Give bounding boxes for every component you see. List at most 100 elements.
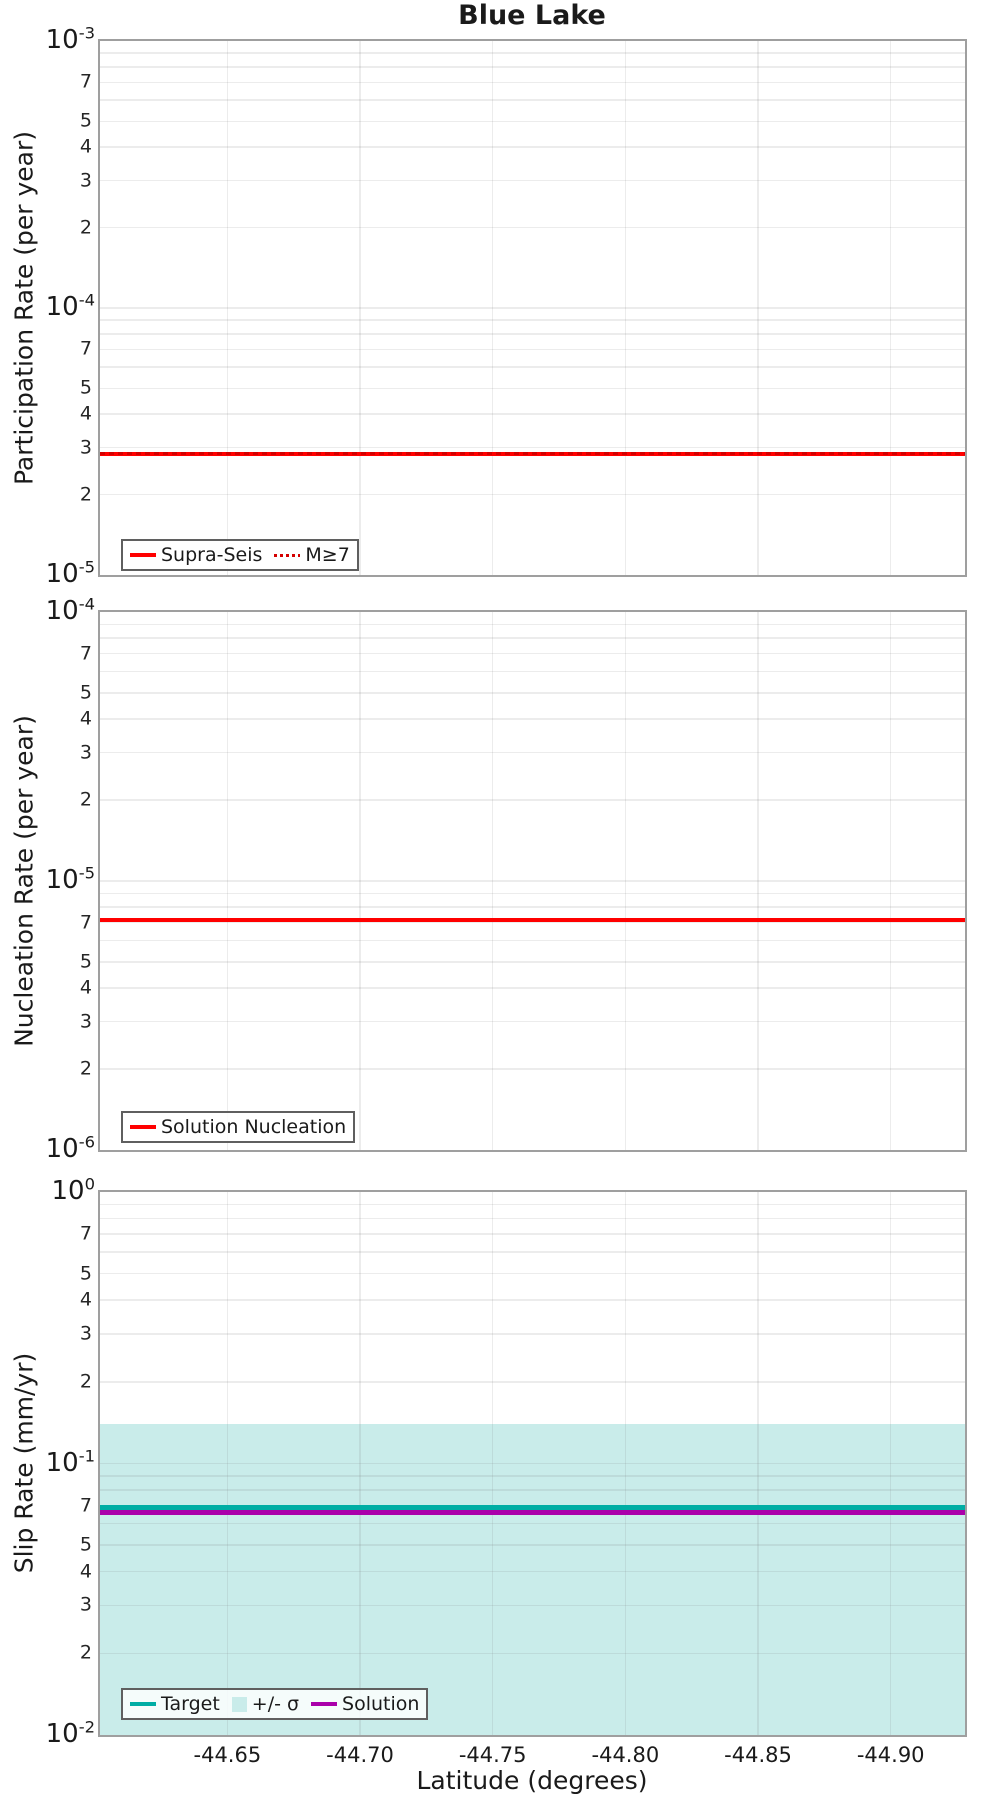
- nucleation-plot: [98, 610, 967, 1152]
- gridline: [100, 921, 965, 924]
- y-tick-label-major: 10-4: [45, 290, 95, 322]
- gridline: [100, 718, 965, 720]
- gridline: [624, 41, 627, 575]
- y-tick-label-minor: 4: [79, 1288, 92, 1311]
- legend-label-solution-nucleation: Solution Nucleation: [161, 1116, 347, 1138]
- x-axis-label: Latitude (degrees): [416, 1766, 648, 1795]
- y-tick-label-minor: 2: [79, 1057, 92, 1080]
- legend-slip-rate: Target +/- σ Solution: [121, 1688, 429, 1720]
- gridline: [100, 1475, 965, 1477]
- gridline: [100, 81, 965, 84]
- y-tick-label-major: 10-4: [45, 594, 95, 626]
- y-tick-label-minor: 4: [79, 135, 92, 158]
- solution-line: [100, 1509, 965, 1515]
- gridline: [100, 1299, 965, 1301]
- y-tick-label-minor: 2: [79, 1370, 92, 1393]
- y-tick-label-minor: 5: [79, 1533, 92, 1556]
- m-7-line: [100, 452, 965, 456]
- gridline: [100, 319, 965, 321]
- gridline: [100, 348, 965, 351]
- gridline: [100, 670, 965, 673]
- legend-label-sigma: +/- σ: [251, 1693, 300, 1715]
- gridline: [100, 413, 965, 415]
- legend-participation: Supra-Seis M≥7: [121, 539, 359, 571]
- gridline: [100, 446, 965, 449]
- y-tick-label-minor: 3: [79, 1322, 92, 1345]
- x-tick-label: -44.90: [856, 1743, 925, 1767]
- gridline: [100, 1489, 965, 1491]
- y-tick-label-minor: 5: [79, 681, 92, 704]
- y-tick-label-minor: 4: [79, 402, 92, 425]
- gridline: [100, 1381, 965, 1383]
- gridline: [226, 612, 229, 1150]
- solution-nucleation-line: [100, 918, 965, 923]
- y-tick-label-minor: 5: [79, 376, 92, 399]
- x-tick-label: -44.80: [591, 1743, 660, 1767]
- y-tick-label-major: 10-5: [45, 863, 95, 895]
- y-tick-label-minor: 5: [79, 1262, 92, 1285]
- legend-nucleation: Solution Nucleation: [121, 1111, 356, 1143]
- y-tick-label-minor: 5: [79, 109, 92, 132]
- legend-label-target: Target: [161, 1693, 220, 1715]
- gridline: [889, 612, 892, 1150]
- x-tick-label: -44.85: [724, 1743, 792, 1767]
- gridline: [100, 1251, 965, 1253]
- target-line: [100, 1504, 965, 1510]
- gridline: [100, 1604, 965, 1607]
- y-tick-label-minor: 7: [79, 70, 92, 93]
- gridline: [491, 41, 494, 575]
- gridline: [100, 1544, 965, 1546]
- y-tick-label-minor: 7: [79, 1494, 92, 1517]
- y-tick-label-major: 10-3: [45, 23, 95, 55]
- gridline: [757, 612, 759, 1150]
- gridline: [100, 493, 965, 496]
- legend-label-solution: Solution: [342, 1693, 420, 1715]
- gridline: [226, 1192, 229, 1735]
- gridline: [100, 366, 965, 368]
- y-tick-label-minor: 4: [79, 976, 92, 999]
- gridline: [100, 652, 965, 655]
- y-tick-label-minor: 2: [79, 788, 92, 811]
- y-tick-label-major: 10-5: [45, 557, 95, 589]
- gridline: [359, 41, 361, 575]
- gridline: [100, 120, 965, 123]
- gridline: [100, 52, 965, 54]
- gridline: [100, 1333, 965, 1335]
- gridline: [100, 1203, 965, 1206]
- x-tick-label: -44.70: [326, 1743, 394, 1767]
- solution-nucleation-line-swatch: [130, 1125, 156, 1129]
- gridline: [624, 612, 627, 1150]
- gridline: [100, 179, 965, 182]
- y-tick-label-minor: 7: [79, 1222, 92, 1245]
- y-tick-label-minor: 2: [79, 1641, 92, 1664]
- chart-title: Blue Lake: [458, 0, 606, 31]
- gridline: [100, 387, 965, 390]
- target-line-swatch: [130, 1702, 156, 1706]
- y-tick-label-minor: 3: [79, 169, 92, 192]
- gridline: [359, 1192, 361, 1735]
- y-tick-label-minor: 4: [79, 707, 92, 730]
- gridline: [757, 1192, 759, 1735]
- y-tick-label-major: 10-6: [45, 1132, 95, 1164]
- m-ge-7-dotted-swatch: [274, 553, 301, 557]
- gridline: [100, 1272, 965, 1275]
- gridline: [100, 1652, 965, 1655]
- gridline: [100, 939, 965, 942]
- y-tick-label-major: 10-2: [45, 1717, 95, 1749]
- x-tick-label: -44.65: [193, 1743, 262, 1767]
- gridline: [624, 1192, 627, 1735]
- y-tick-label-minor: 7: [79, 337, 92, 360]
- gridline: [100, 637, 965, 639]
- gridline: [100, 146, 965, 148]
- y-tick-label-minor: 3: [79, 1593, 92, 1616]
- legend-label-m-ge-7: M≥7: [305, 544, 350, 566]
- y-tick-label-major: 100: [51, 1174, 95, 1206]
- gridline: [100, 1233, 965, 1235]
- gridline: [359, 612, 361, 1150]
- gridline: [100, 1068, 965, 1070]
- gridline: [100, 623, 965, 626]
- gridline: [100, 1570, 965, 1573]
- solution-line-swatch: [311, 1702, 338, 1706]
- gridline: [100, 1522, 965, 1525]
- y-tick-label-minor: 7: [79, 642, 92, 665]
